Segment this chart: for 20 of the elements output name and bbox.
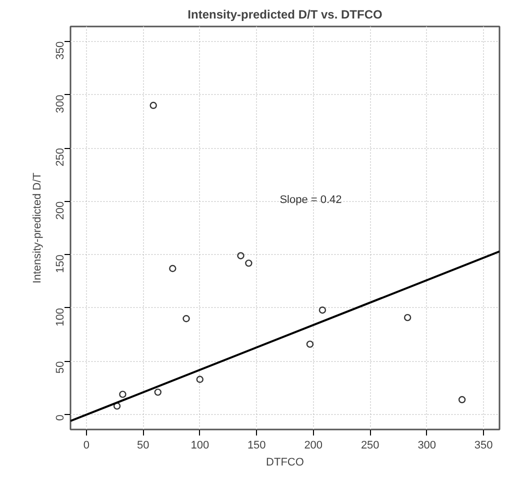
x-tick-label: 100 — [190, 440, 210, 452]
annotation: Slope = 0.42 — [280, 194, 342, 206]
x-tick-label: 250 — [360, 440, 380, 452]
y-axis-title: Intensity-predicted D/T — [32, 172, 44, 284]
y-tick-label: 350 — [54, 41, 66, 60]
y-tick-label: 250 — [54, 148, 66, 166]
x-tick-label: 50 — [137, 440, 150, 452]
x-tick-label: 0 — [83, 440, 90, 452]
x-tick-label: 300 — [418, 440, 436, 452]
x-tick-label: 200 — [304, 440, 323, 452]
y-tick-label: 50 — [54, 361, 66, 374]
y-tick-label: 150 — [54, 254, 66, 274]
chart-title: Intensity-predicted D/T vs. DTFCO — [188, 8, 382, 22]
y-tick-label: 200 — [54, 201, 66, 220]
x-tick-label: 150 — [247, 440, 266, 452]
x-axis-title: DTFCO — [266, 456, 304, 468]
y-tick-label: 100 — [54, 308, 66, 326]
y-tick-label: 300 — [54, 94, 66, 114]
x-tick-label: 350 — [474, 440, 493, 452]
y-tick-label: 0 — [54, 414, 66, 421]
